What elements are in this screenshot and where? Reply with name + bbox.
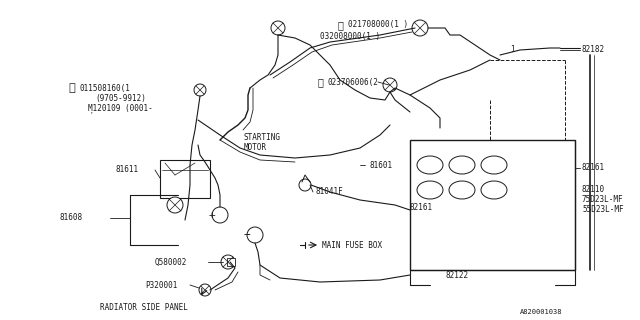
Text: 82122: 82122 [445, 270, 468, 279]
Circle shape [212, 207, 228, 223]
Text: 021708000(1 ): 021708000(1 ) [348, 20, 408, 29]
Text: +: + [209, 210, 216, 220]
Ellipse shape [417, 156, 443, 174]
Text: 81608: 81608 [60, 213, 83, 222]
Bar [410, 140, 575, 270]
Text: 81611: 81611 [115, 165, 138, 174]
Circle shape [199, 284, 211, 296]
Text: 011508160(1: 011508160(1 [80, 84, 131, 92]
Circle shape [167, 197, 183, 213]
Text: 75D23L-MF: 75D23L-MF [582, 196, 623, 204]
Circle shape [247, 227, 263, 243]
Ellipse shape [481, 181, 507, 199]
Text: ʳ: ʳ [90, 112, 94, 118]
Text: RADIATOR SIDE PANEL: RADIATOR SIDE PANEL [100, 303, 188, 313]
Text: 032008000(1 ): 032008000(1 ) [320, 33, 380, 42]
Text: 81601: 81601 [370, 161, 393, 170]
Text: 1: 1 [510, 45, 515, 54]
Text: P320001: P320001 [145, 281, 177, 290]
Text: (9705-9912): (9705-9912) [95, 93, 146, 102]
Text: 82182: 82182 [582, 45, 605, 54]
Text: STARTING: STARTING [244, 133, 281, 142]
Circle shape [383, 78, 397, 92]
Bar [227, 258, 235, 266]
Bar [160, 160, 210, 198]
Circle shape [299, 179, 311, 191]
Text: 55D23L-MF: 55D23L-MF [582, 205, 623, 214]
Ellipse shape [449, 156, 475, 174]
Text: Ⓑ: Ⓑ [68, 83, 76, 93]
Text: 82161: 82161 [582, 164, 605, 172]
Circle shape [221, 255, 235, 269]
Ellipse shape [481, 156, 507, 174]
Text: Q580002: Q580002 [155, 258, 188, 267]
Text: 81041F: 81041F [315, 188, 343, 196]
Text: 82161: 82161 [410, 204, 433, 212]
Ellipse shape [417, 181, 443, 199]
Text: A820001038: A820001038 [520, 309, 563, 315]
Text: M120109 (0001-: M120109 (0001- [88, 103, 153, 113]
Text: Ⓝ: Ⓝ [337, 20, 343, 30]
Circle shape [271, 21, 285, 35]
Text: Ⓝ: Ⓝ [317, 77, 323, 87]
Ellipse shape [449, 181, 475, 199]
Text: 023706006(2: 023706006(2 [328, 77, 379, 86]
Text: −: − [244, 230, 250, 240]
Text: MOTOR: MOTOR [244, 143, 267, 153]
Text: 82110: 82110 [582, 186, 605, 195]
Circle shape [194, 84, 206, 96]
Circle shape [412, 20, 428, 36]
Text: MAIN FUSE BOX: MAIN FUSE BOX [322, 241, 382, 250]
